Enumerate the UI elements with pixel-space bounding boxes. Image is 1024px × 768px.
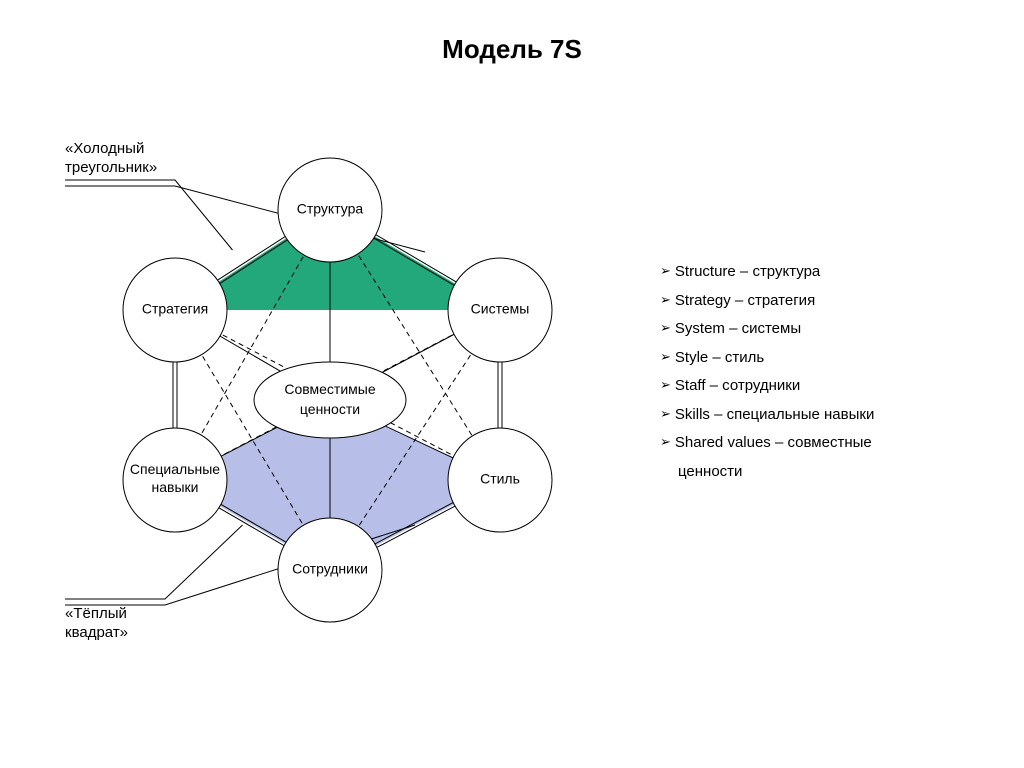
legend-item: ценности xyxy=(660,458,874,487)
legend-item: ➢Skills – специальные навыки xyxy=(660,401,874,430)
svg-text:Стратегия: Стратегия xyxy=(142,301,208,317)
svg-text:Специальные: Специальные xyxy=(130,461,220,477)
legend-item: ➢Staff – сотрудники xyxy=(660,372,874,401)
svg-text:Стиль: Стиль xyxy=(480,471,520,487)
legend-item: ➢System – системы xyxy=(660,315,874,344)
svg-text:Сотрудники: Сотрудники xyxy=(292,561,368,577)
legend-item: ➢Structure – структура xyxy=(660,258,874,287)
svg-text:навыки: навыки xyxy=(152,479,199,495)
legend-item: ➢Shared values – совместные xyxy=(660,429,874,458)
legend-item: ➢Strategy – стратегия xyxy=(660,287,874,316)
svg-text:Структура: Структура xyxy=(297,201,364,217)
legend: ➢Structure – структура➢Strategy – страте… xyxy=(660,258,874,486)
svg-text:ценности: ценности xyxy=(300,401,360,417)
svg-text:Совместимые: Совместимые xyxy=(284,381,376,397)
svg-text:Системы: Системы xyxy=(471,301,530,317)
legend-item: ➢Style – стиль xyxy=(660,344,874,373)
